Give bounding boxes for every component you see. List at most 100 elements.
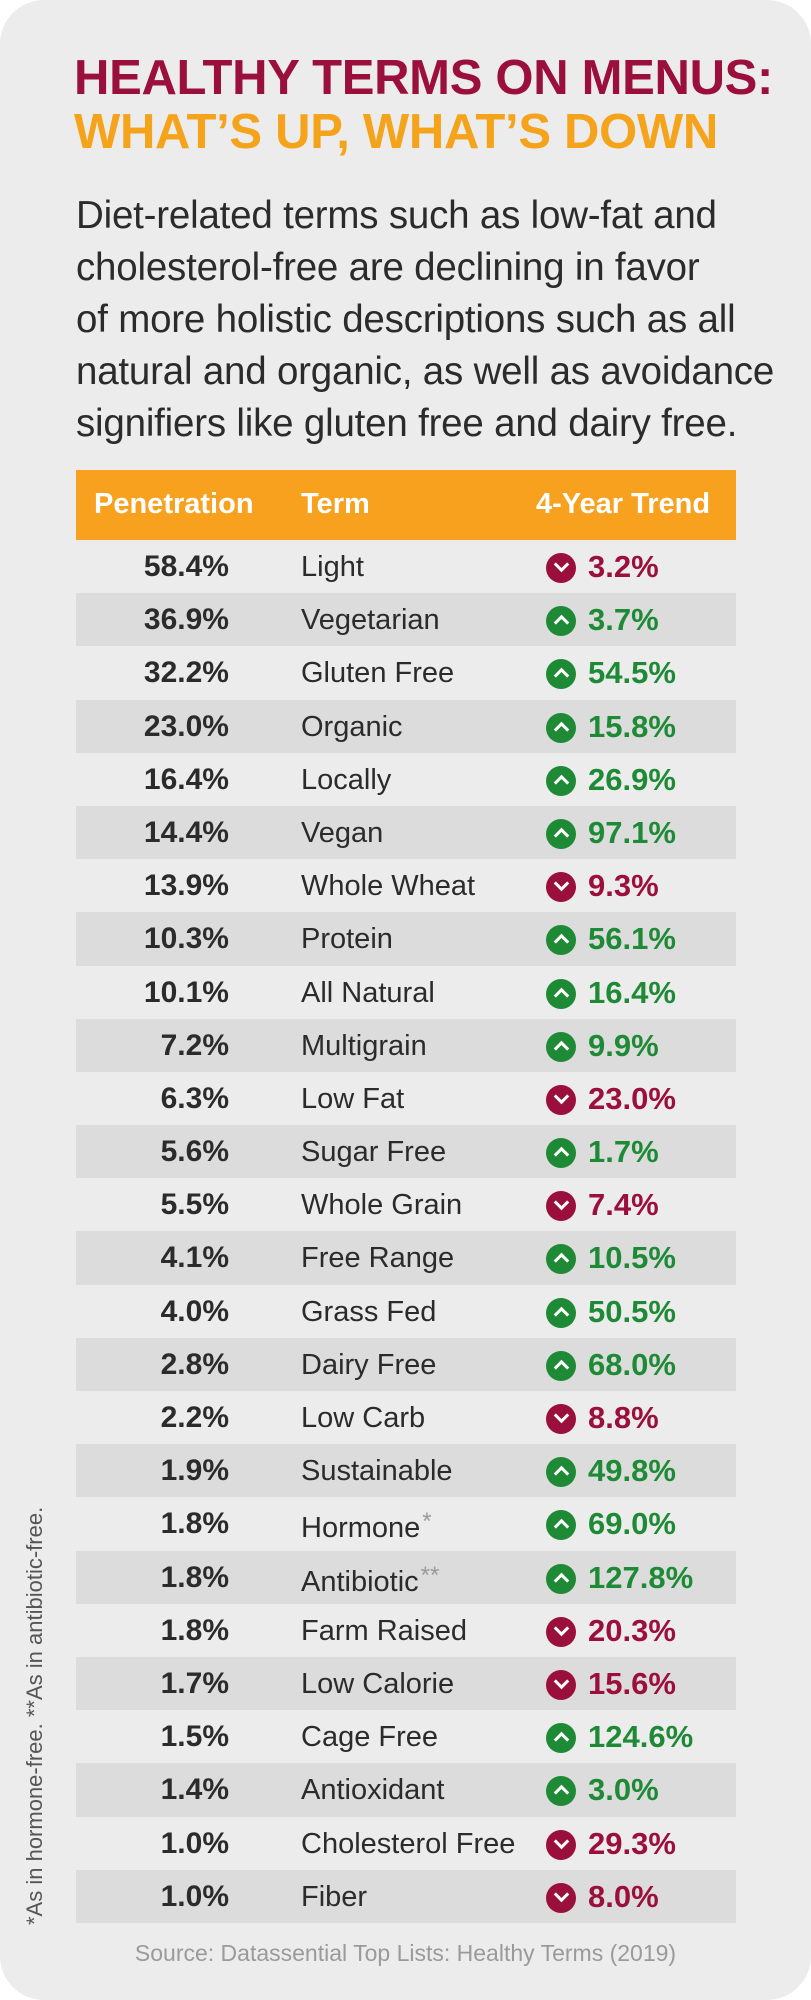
term-label: Low Carb xyxy=(301,1402,426,1434)
table-row: 2.8% Dairy Free 68.0% xyxy=(76,1337,736,1391)
trend-percent: 7.4% xyxy=(588,1187,659,1223)
term-cell: Multigrain xyxy=(301,1030,427,1063)
trend-percent: 16.4% xyxy=(588,974,676,1010)
table-row: 58.4% Light 3.2% xyxy=(76,540,736,594)
penetration-value: 5.6% xyxy=(160,1135,229,1169)
term-cell: Farm Raised xyxy=(301,1615,467,1648)
trend-value: 1.7% xyxy=(546,1134,659,1170)
trend-percent: 23.0% xyxy=(588,1080,676,1116)
source-note: Source: Datassential Top Lists: Healthy … xyxy=(134,1940,677,1966)
chevron-up-circle-icon xyxy=(546,1457,576,1488)
term-label: Multigrain xyxy=(301,1029,427,1062)
trend-value: 29.3% xyxy=(546,1826,676,1862)
trend-value: 10.5% xyxy=(546,1240,676,1276)
penetration-value: 1.5% xyxy=(160,1720,229,1754)
term-label: Free Range xyxy=(301,1242,455,1275)
penetration-value: 32.2% xyxy=(143,656,229,690)
table-row: 32.2% Gluten Free 54.5% xyxy=(76,646,736,700)
penetration-value: 1.8% xyxy=(160,1560,229,1594)
term-cell: Antibiotic** xyxy=(301,1562,439,1599)
penetration-value: 10.3% xyxy=(143,922,229,956)
chevron-up-circle-icon xyxy=(546,1510,576,1541)
chevron-up-circle-icon xyxy=(546,1350,576,1381)
term-label: Dairy Free xyxy=(301,1348,437,1381)
term-label: Gluten Free xyxy=(301,657,455,690)
chevron-up-circle-icon xyxy=(546,1776,576,1807)
trend-value: 15.6% xyxy=(546,1666,676,1702)
term-label: Antibiotic xyxy=(301,1565,419,1598)
title-line-1: HEALTHY TERMS ON MENUS: xyxy=(74,51,774,105)
table-row: 4.1% Free Range 10.5% xyxy=(76,1231,736,1285)
chevron-down-circle-icon xyxy=(546,1404,576,1434)
term-cell: Fiber xyxy=(301,1881,367,1914)
term-label: Fiber xyxy=(301,1880,368,1913)
term-cell: Cholesterol Free xyxy=(301,1828,515,1861)
trend-value: 69.0% xyxy=(546,1506,676,1542)
term-cell: Low Calorie xyxy=(301,1668,454,1701)
penetration-value: 23.0% xyxy=(143,709,229,743)
chevron-down-circle-icon xyxy=(546,1616,576,1647)
trend-value: 8.0% xyxy=(546,1879,659,1915)
penetration-value: 10.1% xyxy=(143,975,229,1009)
chevron-up-circle-icon xyxy=(546,1297,576,1328)
trend-percent: 97.1% xyxy=(588,814,676,850)
trend-value: 50.5% xyxy=(546,1294,676,1330)
term-cell: Antioxidant xyxy=(301,1774,445,1807)
trend-percent: 49.8% xyxy=(588,1453,676,1489)
trend-percent: 9.9% xyxy=(588,1027,659,1063)
table-row: 16.4% Locally 26.9% xyxy=(76,752,736,806)
term-label: Hormone xyxy=(301,1512,421,1545)
trend-percent: 10.5% xyxy=(588,1240,676,1276)
term-label: Low Calorie xyxy=(301,1667,455,1700)
table-row: 1.8% Antibiotic** 127.8% xyxy=(76,1550,736,1604)
trend-percent: 56.1% xyxy=(588,921,676,957)
chevron-up-circle-icon xyxy=(546,1563,576,1594)
table-row: 1.0% Fiber 8.0% xyxy=(76,1869,736,1923)
table-body: 58.4% Light 3.2% 36.9% Vegetarian 3.7% 32.2% Gl… xyxy=(76,540,736,1923)
chevron-down-circle-icon xyxy=(546,872,576,903)
term-cell: Vegetarian xyxy=(301,604,440,637)
penetration-value: 58.4% xyxy=(143,550,229,583)
term-cell: Low Fat xyxy=(301,1083,404,1116)
term-cell: Sugar Free xyxy=(301,1136,446,1169)
trend-value: 16.4% xyxy=(546,975,676,1011)
trend-percent: 15.8% xyxy=(588,708,676,744)
penetration-value: 2.8% xyxy=(160,1347,229,1381)
chevron-up-circle-icon xyxy=(546,659,576,690)
table-row: 10.1% All Natural 16.4% xyxy=(76,965,736,1019)
penetration-value: 1.0% xyxy=(160,1826,229,1860)
penetration-value: 4.1% xyxy=(160,1241,229,1275)
table-row: 1.8% Hormone* 69.0% xyxy=(76,1497,736,1551)
trend-percent: 3.2% xyxy=(588,549,659,584)
chevron-up-circle-icon xyxy=(546,818,576,849)
trend-value: 7.4% xyxy=(546,1187,659,1223)
table-row: 14.4% Vegan 97.1% xyxy=(76,805,736,860)
table-row: 13.9% Whole Wheat 9.3% xyxy=(76,859,736,913)
table-row: 10.3% Protein 56.1% xyxy=(76,912,736,966)
penetration-value: 1.7% xyxy=(160,1666,229,1700)
term-label: Farm Raised xyxy=(301,1614,467,1647)
chevron-up-circle-icon xyxy=(546,765,576,796)
trend-percent: 69.0% xyxy=(588,1506,676,1542)
penetration-value: 5.5% xyxy=(160,1188,229,1222)
trend-value: 3.7% xyxy=(546,602,659,638)
term-cell: Cage Free xyxy=(301,1721,438,1754)
trend-percent: 54.5% xyxy=(588,655,676,691)
trend-value: 97.1% xyxy=(546,815,676,851)
trend-value: 9.3% xyxy=(546,868,659,904)
term-cell: Hormone* xyxy=(301,1508,432,1545)
trend-value: 26.9% xyxy=(546,762,676,798)
chevron-down-circle-icon xyxy=(546,1669,576,1700)
term-cell: Vegan xyxy=(301,817,383,850)
trend-value: 56.1% xyxy=(546,921,676,957)
chevron-up-circle-icon xyxy=(546,1138,576,1169)
trend-percent: 15.6% xyxy=(588,1665,676,1701)
term-cell: Low Carb xyxy=(301,1402,425,1435)
term-cell: Light xyxy=(301,551,364,584)
term-cell: Whole Wheat xyxy=(301,870,475,903)
term-label: Whole Grain xyxy=(301,1189,463,1222)
healthy-terms-table: Penetration Term 4-Year Trend 58.4% Light… xyxy=(76,470,736,1923)
table-row: 7.2% Multigrain 9.9% xyxy=(76,1018,736,1072)
table-row: 23.0% Organic 15.8% xyxy=(76,699,736,753)
